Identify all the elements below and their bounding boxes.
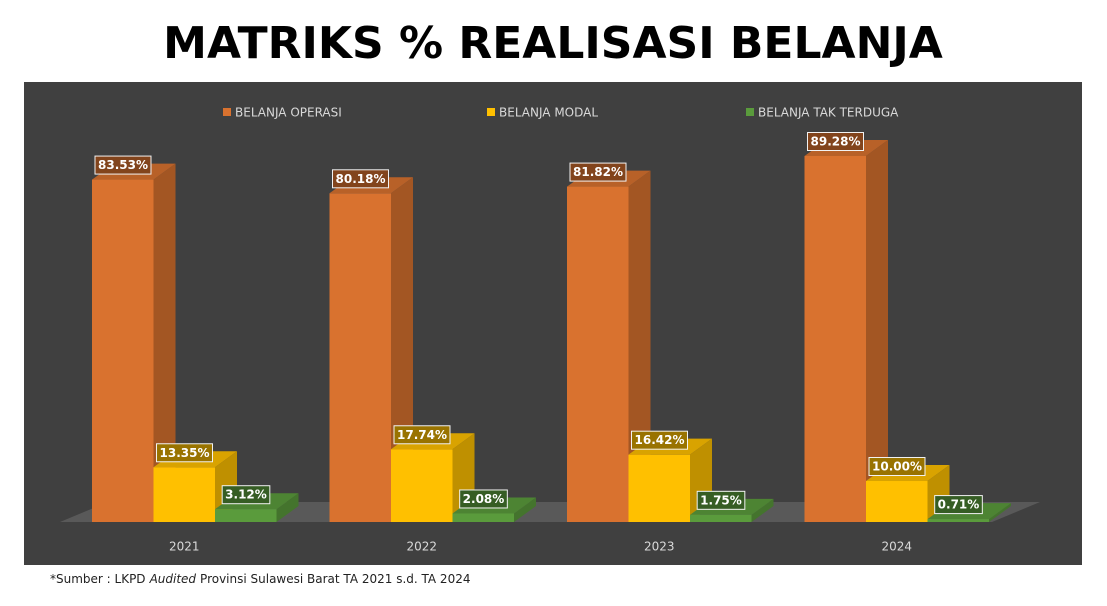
- data-label: 1.75%: [700, 493, 742, 507]
- legend-label: BELANJA MODAL: [499, 106, 598, 120]
- data-label: 0.71%: [938, 498, 980, 512]
- data-label: 3.12%: [225, 488, 267, 502]
- data-label-box: [631, 430, 688, 450]
- x-tick-label: 2021: [169, 540, 200, 554]
- data-label: 80.18%: [336, 172, 386, 186]
- bar: [866, 465, 950, 522]
- legend-label: BELANJA TAK TERDUGA: [758, 106, 899, 120]
- data-label: 10.00%: [872, 460, 922, 474]
- x-tick-label: 2023: [644, 540, 675, 554]
- bar-side: [751, 498, 774, 522]
- bar-front: [628, 454, 690, 522]
- data-label-box: [807, 132, 864, 151]
- source-note: *Sumber : LKPD Audited Provinsi Sulawesi B…: [50, 572, 474, 586]
- source-text: *Sumber : LKPD: [50, 572, 146, 586]
- floor: [60, 502, 1040, 522]
- legend-swatch: [487, 108, 495, 116]
- x-tick-label: 2024: [881, 540, 912, 554]
- data-label-box: [156, 443, 213, 463]
- data-label: 16.42%: [635, 433, 685, 447]
- bar-side: [866, 140, 888, 522]
- bar-front: [567, 186, 629, 523]
- bar-front: [866, 481, 928, 522]
- legend-label: BELANJA OPERASI: [235, 106, 342, 120]
- legend-swatch: [746, 108, 754, 116]
- bar: [391, 433, 475, 522]
- bar-side: [989, 503, 1011, 522]
- bar-front: [92, 179, 154, 523]
- data-label: 83.53%: [98, 158, 148, 172]
- bar-side: [514, 497, 536, 522]
- legend-swatch: [223, 108, 231, 116]
- x-tick-label: 2022: [406, 540, 437, 554]
- chart-title: MATRIKS % REALISASI BELANJA: [163, 18, 943, 69]
- bar-front: [329, 193, 391, 522]
- data-label: 17.74%: [397, 428, 447, 442]
- data-label-box: [221, 485, 271, 505]
- bar-front: [153, 467, 215, 522]
- data-label-box: [696, 490, 746, 510]
- data-label-box: [332, 169, 389, 189]
- bar-front: [690, 514, 752, 522]
- data-label: 2.08%: [463, 492, 505, 506]
- bar-side: [276, 493, 299, 522]
- data-label-box: [868, 457, 926, 477]
- bar-front: [215, 509, 277, 522]
- chart: MATRIKS % REALISASI BELANJA BELANJA OPER…: [24, 18, 1082, 565]
- bar: [804, 140, 888, 522]
- source-text: Provinsi Sulawesi Barat TA 2021 s.d. TA …: [200, 572, 471, 586]
- data-label: 89.28%: [811, 135, 861, 149]
- data-label-box: [393, 425, 451, 445]
- bar-side: [153, 163, 176, 523]
- bar-front: [927, 519, 989, 522]
- data-label-box: [569, 162, 627, 182]
- bar: [92, 163, 176, 523]
- bar-front: [391, 449, 453, 522]
- data-label: 81.82%: [573, 165, 623, 179]
- source-text: Audited: [149, 572, 197, 586]
- bar-front: [804, 156, 866, 522]
- data-label-box: [459, 489, 508, 509]
- data-label: 13.35%: [160, 446, 210, 460]
- bar-front: [452, 513, 514, 522]
- data-label-box: [934, 495, 983, 515]
- data-label-box: [94, 155, 152, 175]
